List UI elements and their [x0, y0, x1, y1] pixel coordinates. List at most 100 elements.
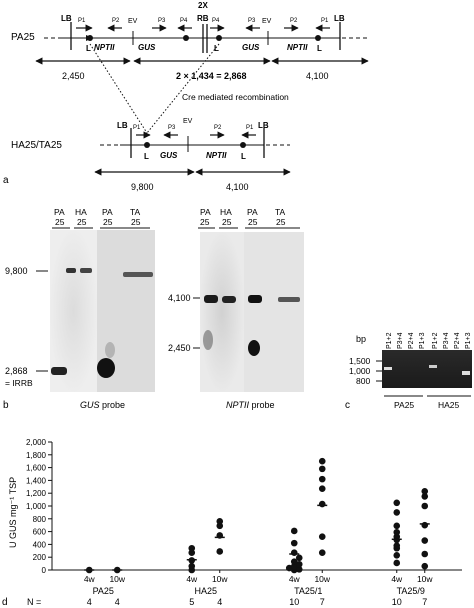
size-2868-label: 2 × 1,434 = 2,868	[176, 71, 247, 81]
condition-label: 10w	[109, 574, 125, 584]
lox-dot-center-left	[183, 35, 189, 41]
lox-dot-ha-right	[240, 142, 246, 148]
gel-marker-800: 800	[356, 376, 370, 386]
svg-text:P3+4: P3+4	[397, 332, 404, 349]
data-point	[285, 564, 293, 572]
gus-left-label: GUS	[138, 43, 156, 52]
y-tick-label: 400	[33, 540, 47, 549]
data-point	[393, 528, 401, 536]
svg-text:25: 25	[248, 217, 258, 227]
svg-text:P1+3: P1+3	[419, 332, 426, 349]
gel-unit-label: bp	[356, 334, 366, 344]
panel-d-ylabel: U GUS mg⁻¹ TSP	[8, 477, 18, 548]
nptii-left-label: NPTII	[94, 43, 115, 52]
gel-marker-1000: 1,000	[349, 366, 371, 376]
condition-label: 10w	[417, 574, 433, 584]
y-tick-label: 0	[42, 566, 47, 575]
gus-band-2868-b	[97, 358, 115, 378]
p2-ha-label: P2	[214, 125, 222, 131]
n-value: 4	[217, 597, 222, 607]
condition-label: 4w	[289, 574, 301, 584]
lox-dot-center-right	[216, 35, 222, 41]
data-point	[318, 465, 326, 473]
gus-lane1-top: PA	[54, 207, 65, 217]
lb-left-label: LB	[61, 14, 72, 23]
svg-text:P2+4: P2+4	[454, 332, 461, 349]
n-value: 10	[289, 597, 299, 607]
gus-probe-caption: GUS probe	[80, 400, 125, 410]
l-left-label: L	[86, 44, 91, 53]
group-label: PA25	[93, 586, 114, 596]
panel-b-label: b	[3, 400, 9, 411]
data-point	[216, 518, 224, 525]
l-ha-left-label: L	[144, 152, 149, 161]
recombination-label: Cre mediated recombination	[182, 92, 289, 102]
panel-b: PA 25 HA 25 PA 25 TA 25 9,800 2,868 = IR…	[3, 207, 304, 411]
data-point	[421, 562, 429, 570]
data-point	[295, 560, 303, 568]
gus-band-9800-b	[80, 268, 92, 273]
panel-c-label: c	[345, 400, 350, 411]
npt-band-4100-b	[222, 296, 236, 303]
data-point	[318, 475, 326, 483]
data-point	[393, 509, 401, 516]
nptii-right-label: NPTII	[287, 43, 308, 52]
gel-group-pa25: PA25	[394, 400, 414, 410]
data-point	[421, 521, 429, 529]
p4-left-label: P4	[180, 18, 188, 24]
y-tick-label: 1,200	[26, 489, 47, 498]
y-tick-label: 2,000	[26, 438, 47, 447]
pcr-gel	[382, 350, 472, 388]
group-label: TA25/1	[294, 586, 322, 596]
recomb-dots-right	[146, 43, 220, 134]
condition-label: 4w	[186, 574, 198, 584]
lox-dot-right	[315, 35, 321, 41]
p3-left-label: P3	[158, 18, 166, 24]
svg-text:TA: TA	[275, 207, 286, 217]
npt-band-4100-d	[278, 297, 300, 302]
npt-probe-caption: NPTII probe	[226, 400, 275, 410]
gus-lane4-bottom: 25	[131, 217, 141, 227]
gus-right-label: GUS	[242, 43, 260, 52]
lb-right-label: LB	[334, 14, 345, 23]
p4-right-label: P4	[212, 18, 220, 24]
gus-lane2-top: HA	[75, 207, 87, 217]
gus-lane2-bottom: 25	[77, 217, 87, 227]
data-point	[421, 502, 429, 510]
lb-ha-left-label: LB	[117, 121, 128, 130]
npt-band-4100-a	[204, 295, 218, 303]
condition-label: 4w	[84, 574, 96, 584]
size-9800-label: 9,800	[131, 182, 154, 192]
nptii-ha-label: NPTII	[206, 151, 227, 160]
lox-dot-left	[87, 35, 93, 41]
npt-blot-right	[244, 232, 304, 392]
gus-band-9800-c	[123, 272, 153, 277]
data-point	[188, 562, 196, 570]
panel-a: PA25 LB P1 L NPTII P2 EV GUS P3 P4 2X RB…	[3, 1, 369, 192]
panel-d-label: d	[2, 597, 8, 608]
lb-ha-right-label: LB	[258, 121, 269, 130]
gel-group-ha25: HA25	[438, 400, 460, 410]
p2-right-label: P2	[290, 18, 298, 24]
y-tick-label: 1,600	[26, 464, 47, 473]
svg-text:25: 25	[200, 217, 210, 227]
condition-label: 10w	[212, 574, 228, 584]
gus-band-9800-a	[66, 268, 76, 273]
svg-text:HA: HA	[220, 207, 232, 217]
data-point	[318, 485, 326, 493]
data-point	[216, 548, 224, 555]
size-2450-label: 2,450	[62, 71, 85, 81]
group-label: HA25	[194, 586, 217, 596]
gus-lane4-top: TA	[130, 207, 141, 217]
data-point	[393, 559, 401, 567]
l-right2-label: L	[317, 44, 322, 53]
group-label: TA25/9	[397, 586, 425, 596]
npt-marker-4100: 4,100	[168, 293, 191, 303]
gus-ha-label: GUS	[160, 151, 178, 160]
y-tick-label: 1,800	[26, 451, 47, 460]
data-point	[318, 457, 326, 465]
ev-ha-label: EV	[183, 118, 193, 125]
n-value: 7	[320, 597, 325, 607]
n-value: 10	[392, 597, 402, 607]
n-value: 4	[87, 597, 92, 607]
